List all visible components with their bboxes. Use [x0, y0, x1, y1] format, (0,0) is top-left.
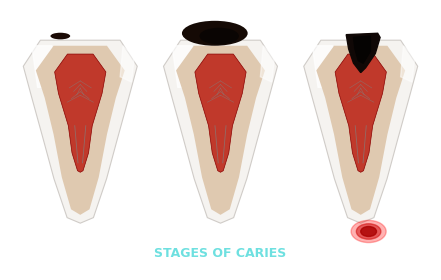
Polygon shape: [120, 46, 135, 82]
Polygon shape: [23, 40, 137, 223]
Polygon shape: [36, 46, 125, 215]
Polygon shape: [32, 46, 57, 87]
Polygon shape: [335, 54, 386, 172]
Polygon shape: [304, 40, 418, 223]
Circle shape: [361, 227, 377, 237]
Polygon shape: [346, 33, 380, 73]
Circle shape: [356, 224, 381, 239]
Polygon shape: [260, 46, 275, 82]
Text: STAGES OF CARIES: STAGES OF CARIES: [154, 247, 287, 260]
Ellipse shape: [182, 21, 248, 46]
Polygon shape: [55, 54, 106, 172]
Polygon shape: [400, 46, 415, 82]
Polygon shape: [195, 54, 246, 172]
Circle shape: [351, 220, 386, 242]
Polygon shape: [172, 46, 198, 87]
Polygon shape: [312, 46, 338, 87]
Polygon shape: [316, 46, 405, 215]
Polygon shape: [354, 36, 370, 63]
Polygon shape: [176, 46, 265, 215]
Ellipse shape: [199, 28, 239, 44]
Polygon shape: [164, 40, 277, 223]
Ellipse shape: [50, 33, 70, 39]
